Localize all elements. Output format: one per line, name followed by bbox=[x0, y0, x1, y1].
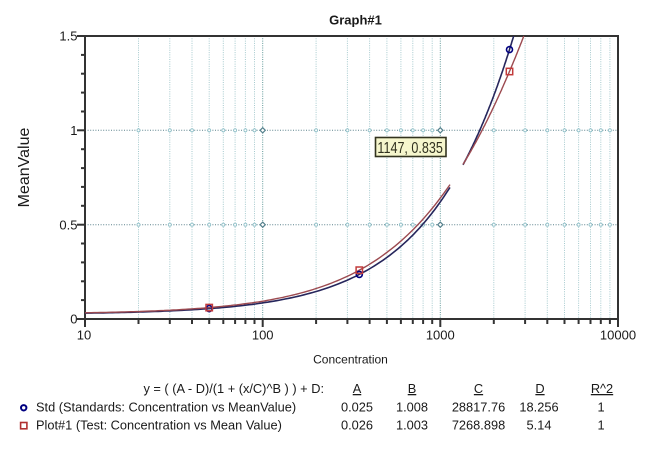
svg-text:Concentration: Concentration bbox=[313, 353, 388, 367]
svg-text:Graph#1: Graph#1 bbox=[329, 13, 382, 28]
svg-text:0.5: 0.5 bbox=[59, 217, 77, 232]
svg-text:100: 100 bbox=[252, 328, 274, 343]
svg-text:1147, 0.835: 1147, 0.835 bbox=[377, 140, 443, 157]
svg-text:y = ( (A - D)/(1 + (x/C)^B ) ): y = ( (A - D)/(1 + (x/C)^B ) ) + D: bbox=[143, 381, 324, 396]
svg-text:10: 10 bbox=[77, 328, 91, 343]
svg-text:0.025: 0.025 bbox=[341, 400, 373, 415]
svg-text:7268.898: 7268.898 bbox=[452, 418, 505, 433]
svg-text:A: A bbox=[353, 381, 362, 396]
svg-text:D: D bbox=[535, 381, 544, 396]
svg-text:10000: 10000 bbox=[600, 328, 636, 343]
svg-text:0.026: 0.026 bbox=[341, 418, 373, 433]
svg-text:0: 0 bbox=[70, 312, 77, 327]
svg-text:28817.76: 28817.76 bbox=[452, 400, 505, 415]
svg-text:1000: 1000 bbox=[426, 328, 455, 343]
svg-text:1: 1 bbox=[70, 123, 77, 138]
svg-text:MeanValue: MeanValue bbox=[16, 128, 33, 208]
svg-text:1: 1 bbox=[597, 400, 604, 415]
svg-text:5.14: 5.14 bbox=[527, 418, 552, 433]
svg-text:18.256: 18.256 bbox=[519, 400, 558, 415]
svg-text:Plot#1 (Test: Concentration vs: Plot#1 (Test: Concentration vs Mean Valu… bbox=[36, 418, 282, 433]
svg-text:1.008: 1.008 bbox=[396, 400, 428, 415]
svg-text:B: B bbox=[408, 381, 417, 396]
svg-text:1.5: 1.5 bbox=[59, 29, 77, 44]
svg-text:C: C bbox=[474, 381, 483, 396]
svg-text:Std (Standards: Concentration: Std (Standards: Concentration vs MeanVal… bbox=[36, 400, 296, 415]
svg-text:1.003: 1.003 bbox=[396, 418, 428, 433]
svg-text:1: 1 bbox=[597, 418, 604, 433]
svg-text:R^2: R^2 bbox=[591, 381, 613, 396]
